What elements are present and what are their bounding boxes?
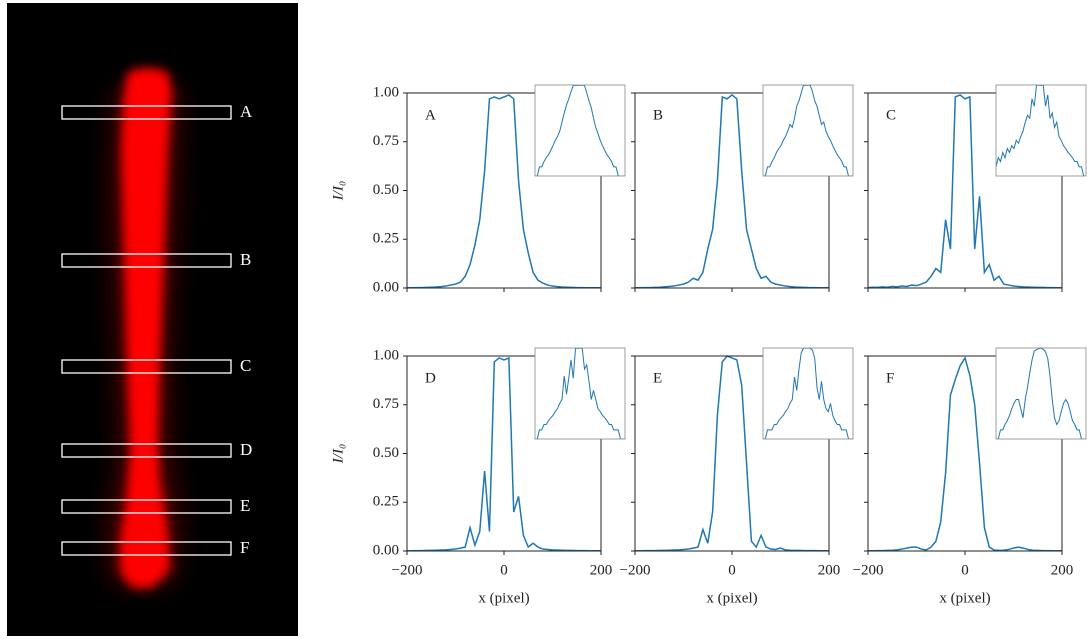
box-c [61,359,232,374]
box-b [61,253,232,268]
inset-frame [995,84,1087,177]
x-axis-label: x (pixel) [939,590,990,606]
x-tick-label: 200 [1051,562,1074,578]
data-line [407,356,601,552]
data-line [867,94,1062,289]
box-f [61,541,232,556]
data-line [868,356,1062,552]
data-line [635,93,829,289]
y-tick-label: 0.75 [373,396,399,412]
y-tick-label: 0.75 [373,133,399,149]
inset-frame [762,84,854,177]
y-tick-label: 1.00 [373,347,399,363]
inset-bg [763,348,853,439]
x-tick-label: 0 [961,562,969,578]
y-tick-label: 0.25 [373,231,399,247]
x-tick-label: −200 [392,562,423,578]
panel-label: A [425,107,436,123]
beam [120,68,172,588]
panel-label: C [886,107,896,123]
x-axis-label: x (pixel) [478,590,529,606]
y-tick-label: 0.00 [373,542,399,558]
beam-label: C [240,356,251,375]
beam-label: A [240,102,253,121]
inset-bg [535,85,625,176]
panel-label: E [653,370,662,386]
y-tick-label: 0.25 [373,494,399,510]
inset-frame [534,84,626,177]
y-tick-label: 0.50 [373,182,399,198]
x-tick-label: 200 [590,562,613,578]
x-tick-label: −200 [853,562,884,578]
y-axis-label: I/I₀ [330,181,346,201]
panel-label: B [653,107,663,123]
inset-bg [996,348,1086,439]
data-line [635,355,829,552]
box-d [61,443,232,458]
x-tick-label: 0 [500,562,508,578]
data-line [407,94,601,289]
beam-label: E [240,496,250,515]
x-tick-label: −200 [620,562,651,578]
inset-bg [763,85,853,176]
beam-label: D [240,440,252,459]
beam-label: F [240,538,249,557]
y-axis-label: I/I₀ [330,444,346,464]
box-a [61,105,232,120]
x-tick-label: 0 [728,562,736,578]
inset-frame [762,347,854,440]
inset-bg [996,85,1086,176]
y-tick-label: 1.00 [373,84,399,100]
panel-label: D [425,370,436,386]
y-tick-label: 0.50 [373,445,399,461]
beam-label: B [240,250,251,269]
panel-label: F [886,370,894,386]
inset-frame [995,347,1087,440]
beam-boxes [61,105,232,556]
box-e [61,499,232,514]
x-tick-label: 200 [818,562,841,578]
x-axis-label: x (pixel) [706,590,757,606]
inset-bg [535,348,625,439]
inset-frame [534,347,626,440]
y-tick-label: 0.00 [373,279,399,295]
